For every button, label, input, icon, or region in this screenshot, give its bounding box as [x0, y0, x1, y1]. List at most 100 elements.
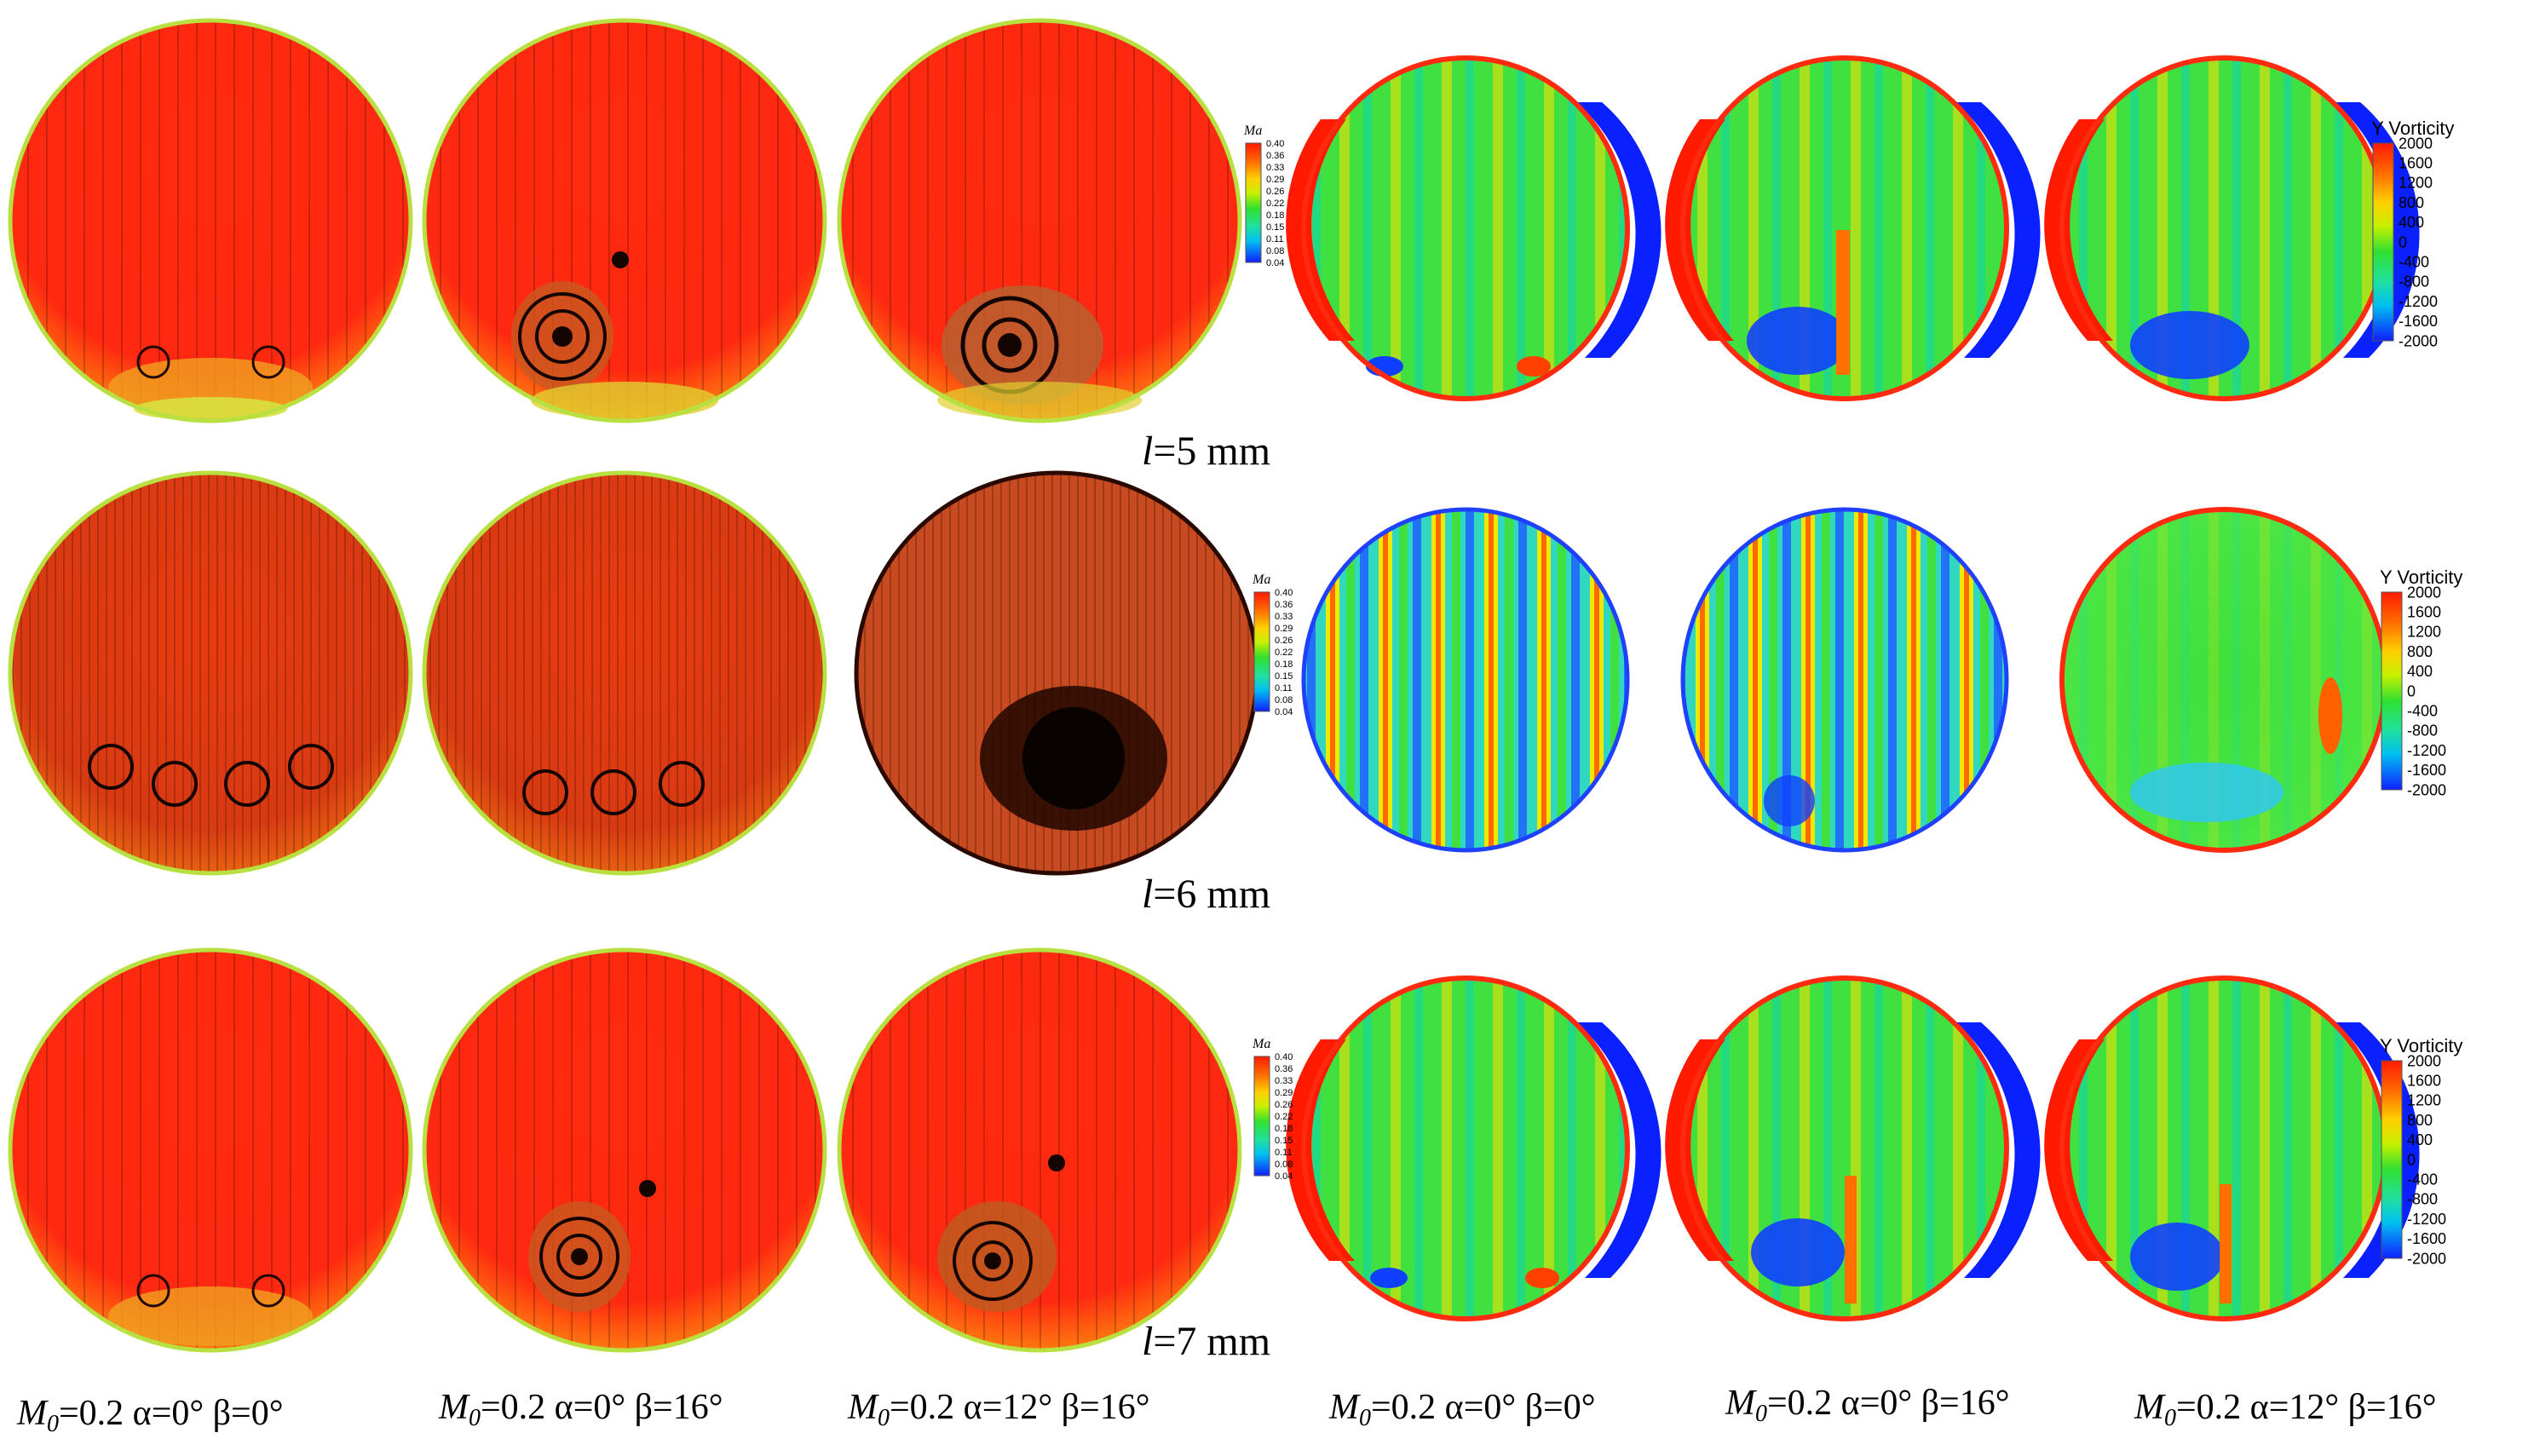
vorticity-contour-l7-case2	[1665, 975, 2041, 1321]
column-label-1: M0=0.2 α=0° β=0°	[16, 1394, 284, 1437]
row-label-l6: l=6 mm	[1142, 872, 1270, 917]
mach-legend-l7-tick-label: 0.15	[1275, 1136, 1293, 1146]
column-labels: M0=0.2 α=0° β=0° M0=0.2 α=0° β=16° M0=0.…	[16, 1384, 2437, 1437]
row-label-l7: l=7 mm	[1142, 1319, 1270, 1364]
mach-legend-l7-tick-label: 0.04	[1275, 1171, 1293, 1182]
vorticity-contour-l5-case3	[2044, 55, 2420, 401]
mach-legend-l7-tick-label: 0.33	[1275, 1076, 1293, 1086]
mach-legend-l6-colorbar: Ma 0.40 0.36 0.33 0.29 0.260.220.180.150.11 0.…	[1252, 573, 1293, 717]
mach-legend-l7-tick-label: 0.40	[1275, 1052, 1293, 1062]
vorticity-legend-l5-tick-label: 1200	[2399, 175, 2433, 192]
mach-legend-l5-tick-label: 0.26	[1266, 187, 1284, 197]
mach-legend-l6-tick-label: 0.11	[1275, 683, 1293, 693]
mach-legend-l5-gradient	[1245, 142, 1262, 263]
vorticity-legend-l6-tick-label: -1200	[2407, 742, 2446, 759]
vorticity-legend-l7-gradient	[2381, 1060, 2403, 1259]
mach-legend-l6-gradient	[1253, 591, 1270, 712]
column-label-6: M0=0.2 α=12° β=16°	[2134, 1388, 2437, 1431]
mach-legend-l7-tick-label: 0.18	[1275, 1124, 1293, 1134]
mach-legend-l7-title: Ma	[1252, 1037, 1270, 1051]
vorticity-contour-l7-case1	[1286, 975, 1661, 1321]
vorticity-legend-l5-tick-label: -800	[2399, 273, 2429, 291]
vorticity-legend-l7-tick-label: 0	[2407, 1151, 2416, 1168]
vorticity-legend-l7-tick-label: 2000	[2407, 1052, 2441, 1069]
vorticity-legend-l6-title: Y Vorticity	[2380, 567, 2462, 588]
vorticity-legend-l7-tick-label: 400	[2407, 1131, 2433, 1148]
mach-legend-l5-title: Ma	[1243, 124, 1262, 138]
mach-legend-l6-tick-label: 0.22	[1275, 647, 1293, 658]
vorticity-legend-l5-tick-label: -1600	[2399, 313, 2438, 330]
mach-contour-l5-case3	[837, 18, 1242, 423]
vorticity-legend-l7-tick-label: -1200	[2407, 1211, 2446, 1228]
mach-legend-l5-tick-label: 0.08	[1266, 246, 1284, 256]
mach-legend-l7-tick-label: 0.22	[1275, 1112, 1293, 1122]
vorticity-legend-l6-tick-label: -1600	[2407, 762, 2446, 779]
column-label-2: M0=0.2 α=0° β=16°	[438, 1388, 723, 1431]
vorticity-legend-l6-gradient	[2381, 591, 2403, 791]
vorticity-legend-l5-tick-label: -2000	[2399, 332, 2438, 349]
mach-legend-l5-tick-label: 0.22	[1266, 199, 1284, 209]
mach-legend-l7-colorbar: Ma 0.40 0.36 0.33 0.29 0.26 0.22 0.18 0.15 0.11 0.…	[1252, 1037, 1293, 1182]
mach-contour-l7-case2	[422, 947, 827, 1353]
row-l5: l=5 mm	[8, 18, 2420, 474]
vorticity-legend-l5-title: Y Vorticity	[2371, 118, 2454, 139]
mach-legend-l5-tick-label: 0.15	[1266, 222, 1284, 233]
vorticity-legend-l6-tick-label: -2000	[2407, 781, 2446, 798]
mach-legend-l7-tick-label: 0.26	[1275, 1100, 1293, 1110]
mach-legend-l5-tick-label: 0.40	[1266, 139, 1284, 149]
column-label-5: M0=0.2 α=0° β=16°	[1725, 1384, 2010, 1427]
vorticity-legend-l6-tick-label: 1600	[2407, 604, 2441, 621]
vorticity-legend-l6-tick-label: -800	[2407, 722, 2438, 740]
vorticity-legend-l7-tick-label: 1600	[2407, 1073, 2441, 1090]
mach-legends: Ma0.400.360.330.290.260.220.180.150.110.…	[1243, 124, 1293, 1182]
mach-legend-l6-tick-label: 0.36	[1275, 600, 1293, 610]
row-l7: l=7 mm	[8, 947, 2420, 1364]
mach-legend-l6-tick-label: 0.08	[1275, 695, 1293, 705]
row-label-l5: l=5 mm	[1142, 429, 1270, 474]
mach-legend-l6-tick-label: 0.33	[1275, 612, 1293, 622]
vorticity-legend-l5-tick-label: 400	[2399, 214, 2424, 231]
vorticity-contour-l5-case2	[1665, 55, 2041, 401]
mach-legend-l7-tick-label: 0.29	[1275, 1088, 1293, 1098]
vorticity-contour-l6-case2	[1680, 507, 2009, 853]
mach-legend-l6-tick-label: 0.04	[1275, 707, 1293, 717]
row-l6: l=6 mm	[8, 470, 2388, 917]
mach-legend-l6-tick-label: 0.29	[1275, 624, 1293, 634]
vorticity-legend-l7-title: Y Vorticity	[2380, 1035, 2462, 1056]
mach-contour-l7-case1	[8, 947, 413, 1353]
vorticity-legend-l5-tick-label: 1600	[2399, 155, 2433, 172]
mach-contour-l6-case2	[422, 470, 827, 876]
column-label-3: M0=0.2 α=12° β=16°	[847, 1388, 1150, 1431]
mach-legend-l5-colorbar: Ma0.400.360.330.290.260.220.180.150.110.…	[1243, 124, 1284, 268]
mach-legend-l5-tick-label: 0.18	[1266, 210, 1284, 221]
vorticity-legend-l5-tick-label: 0	[2399, 233, 2407, 250]
mach-contour-l6-case1	[8, 470, 413, 876]
vorticity-legend-l6-tick-label: 1200	[2407, 624, 2441, 641]
vorticity-legend-l5-tick-label: -1200	[2399, 293, 2438, 310]
vorticity-legends: Y Vorticity2000160012008004000-400-800-1…	[2371, 118, 2462, 1267]
vorticity-legend-l5-tick-label: -400	[2399, 254, 2429, 271]
mach-legend-l5-tick-label: 0.36	[1266, 151, 1284, 161]
mach-legend-l5-tick-label: 0.04	[1266, 258, 1284, 268]
vorticity-contour-l6-case1	[1301, 507, 1630, 853]
mach-contour-l6-case3	[854, 470, 1259, 876]
mach-contour-l7-case3	[837, 947, 1242, 1353]
mach-legend-l5-tick-label: 0.11	[1266, 234, 1284, 245]
mach-legend-l5-tick-label: 0.33	[1266, 163, 1284, 173]
mach-legend-l7-tick-label: 0.08	[1275, 1160, 1293, 1170]
mach-legend-l6-tick-label: 0.26	[1275, 636, 1293, 646]
column-label-4: M0=0.2 α=0° β=0°	[1328, 1388, 1596, 1431]
mach-legend-l7-tick-label: 0.36	[1275, 1064, 1293, 1074]
vorticity-legend-l7-tick-label: -800	[2407, 1191, 2438, 1208]
mach-legend-l5-tick-label: 0.29	[1266, 175, 1284, 185]
mach-legend-l7-tick-label: 0.11	[1275, 1148, 1293, 1158]
mach-legend-l6-tick-label: 0.18	[1275, 659, 1293, 670]
vorticity-legend-l5-tick-label: 2000	[2399, 135, 2433, 152]
vorticity-contour-l6-case3	[2059, 507, 2388, 853]
mach-legend-l6-tick-label: 0.15	[1275, 671, 1293, 682]
vorticity-legend-l7-tick-label: -1600	[2407, 1230, 2446, 1247]
mach-legend-l6-tick-label: 0.40	[1275, 588, 1293, 598]
